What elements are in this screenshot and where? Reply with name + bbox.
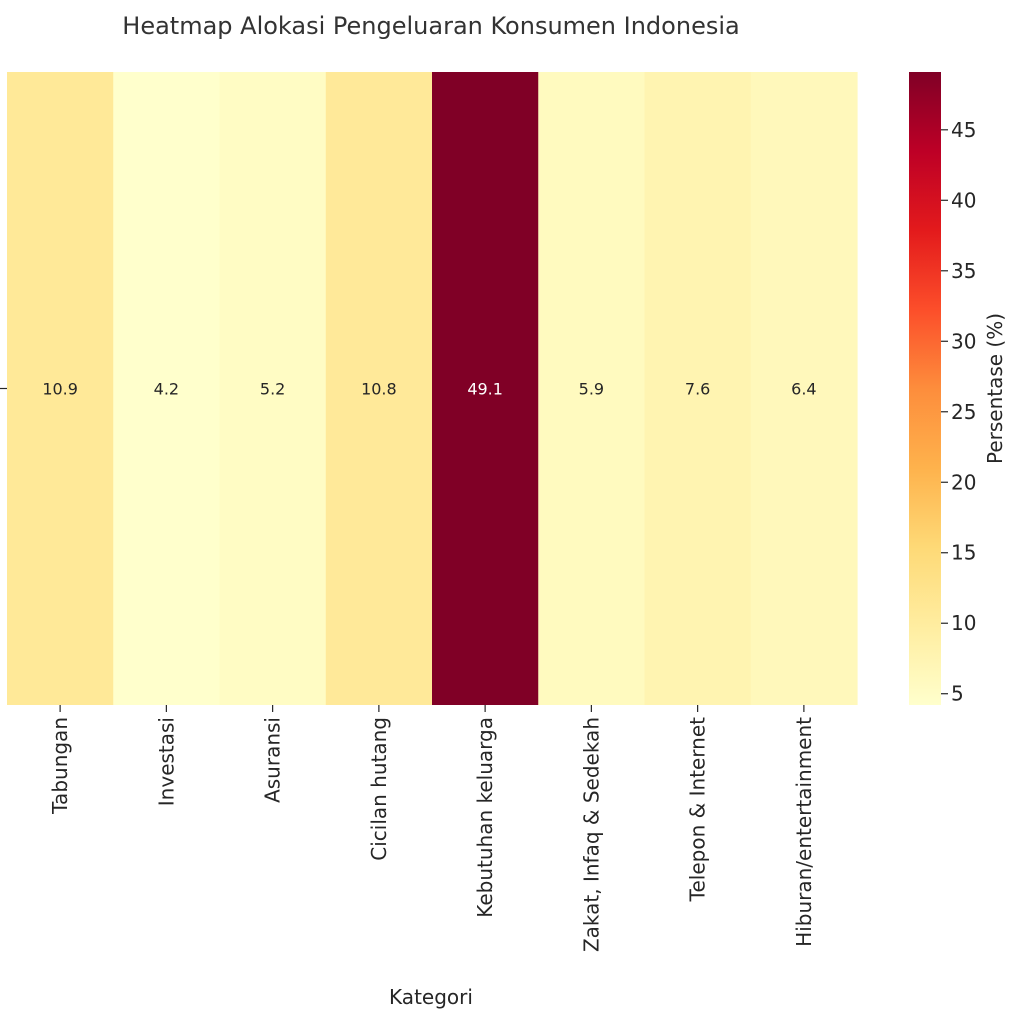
colorbar-tick-label: 30 <box>951 329 976 353</box>
colorbar-gradient <box>909 72 941 705</box>
heatmap-cell <box>538 72 646 705</box>
x-axis: Tabungan Investasi Asuransi Cicilan hutang K… <box>48 705 816 952</box>
heatmap-cell <box>432 72 539 705</box>
colorbar-tick-label: 5 <box>951 682 964 706</box>
colorbar-tick-label: 10 <box>951 611 976 635</box>
x-tick-label: Tabungan <box>48 717 72 815</box>
heatmap-cell <box>644 72 752 705</box>
heatmap-cells <box>7 72 858 705</box>
colorbar: 5 10 15 20 25 30 35 40 45 Persentase (%) <box>909 72 1007 706</box>
cell-value-label: 7.6 <box>685 380 710 399</box>
chart-title: Heatmap Alokasi Pengeluaran Konsumen Ind… <box>122 12 739 40</box>
x-tick-label: Telepon & Internet <box>686 717 710 902</box>
cell-value-label: 10.8 <box>361 380 397 399</box>
heatmap-cell <box>750 72 858 705</box>
cell-value-label: 4.2 <box>154 380 179 399</box>
cell-value-label: 5.2 <box>260 380 285 399</box>
colorbar-tick-label: 35 <box>951 259 976 283</box>
cell-value-label: 10.9 <box>42 380 78 399</box>
colorbar-tick-label: 20 <box>951 470 976 494</box>
heatmap-cell <box>325 72 433 705</box>
x-tick-label: Zakat, Infaq & Sedekah <box>579 717 603 952</box>
heatmap-cell <box>219 72 327 705</box>
cell-value-label: 6.4 <box>791 380 816 399</box>
cell-value-label: 49.1 <box>467 380 503 399</box>
heatmap-cell <box>113 72 221 705</box>
colorbar-tick-label: 15 <box>951 541 976 565</box>
x-tick-label: Cicilan hutang <box>367 717 391 861</box>
heatmap-cell-labels: 10.9 4.2 5.2 10.8 49.1 5.9 7.6 6.4 <box>42 380 816 399</box>
colorbar-tick-label: 45 <box>951 118 976 142</box>
colorbar-tick-label: 40 <box>951 188 976 212</box>
x-tick-label: Hiburan/entertainment <box>792 717 816 947</box>
cell-value-label: 5.9 <box>579 380 604 399</box>
x-axis-label: Kategori <box>389 985 473 1009</box>
x-tick-label: Investasi <box>154 717 178 806</box>
heatmap-cell <box>7 72 114 705</box>
x-tick-label: Asuransi <box>261 717 285 803</box>
colorbar-tick-label: 25 <box>951 400 976 424</box>
colorbar-label: Persentase (%) <box>983 313 1007 464</box>
x-tick-label: Kebutuhan keluarga <box>473 717 497 918</box>
